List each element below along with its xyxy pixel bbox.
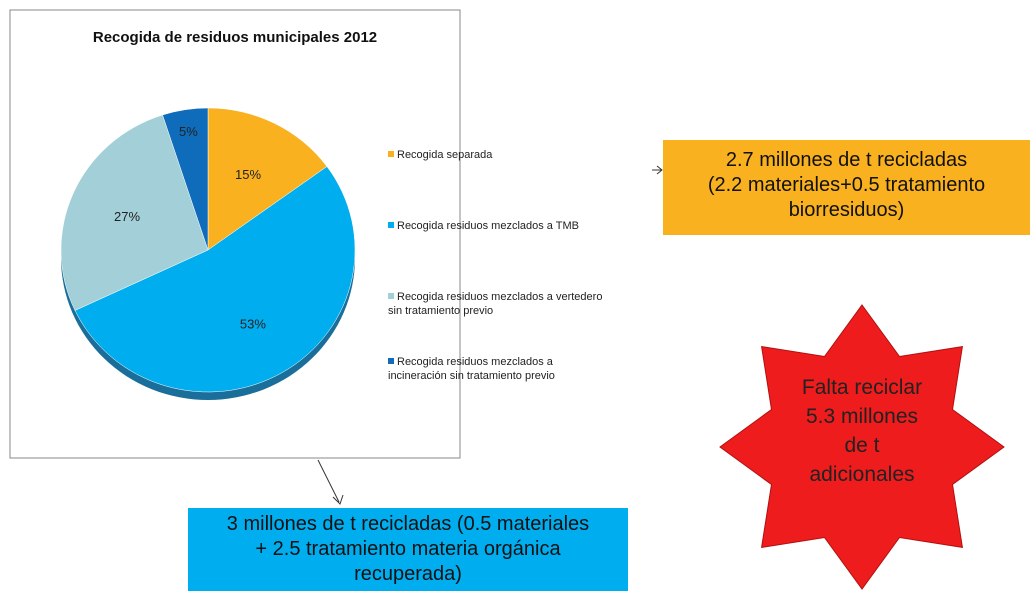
callout-line: 3 millones de t recicladas (0.5 material…: [226, 513, 590, 535]
legend-entry: Recogida residuos mezclados a incineraci…: [388, 355, 603, 383]
arrow-head: [332, 494, 344, 505]
callout-line: biorresiduos): [788, 199, 905, 221]
pie-slice: [162, 107, 209, 251]
callout-line: de t: [844, 434, 880, 457]
legend-swatch: [388, 358, 394, 364]
arrow-head: [656, 165, 663, 175]
callout-line: (2.2 materiales+0.5 tratamiento: [707, 174, 986, 196]
callout-line: + 2.5 tratamiento materia orgánica: [255, 538, 561, 560]
pie-slice: [74, 166, 356, 393]
legend-label: Recogida residuos mezclados a incineraci…: [388, 356, 555, 382]
callout-line: recuperada): [354, 563, 462, 585]
data-label: 53%: [240, 316, 266, 331]
legend-swatch: [388, 293, 394, 299]
chart-title: Recogida de residuos municipales 2012: [93, 29, 377, 46]
pie-slice: [207, 107, 328, 251]
arrow: [317, 459, 340, 503]
legend-label: Recogida residuos mezclados a vertedero …: [388, 291, 603, 317]
legend-swatch: [388, 151, 394, 157]
callout-line: adicionales: [809, 463, 915, 486]
data-label: 27%: [114, 209, 140, 224]
legend-entry: Recogida residuos mezclados a vertedero …: [388, 290, 603, 318]
data-label: 15%: [235, 167, 261, 182]
legend-label: Recogida separada: [397, 149, 493, 161]
callout-line: 2.7 millones de t recicladas: [725, 149, 968, 171]
callout-box: 3 millones de t recicladas (0.5 material…: [188, 508, 628, 591]
legend-swatch: [388, 222, 394, 228]
data-label: 5%: [179, 124, 198, 139]
pie-slice: [60, 114, 209, 311]
legend-entry: Recogida residuos mezclados a TMB: [388, 219, 603, 233]
legend-entry: Recogida separada: [388, 148, 603, 162]
callout-text: Falta reciclar 5.3 millones de t adicionale…: [752, 373, 972, 489]
callout-box: 2.7 millones de t recicladas (2.2 materia…: [663, 140, 1030, 235]
callout-line: Falta reciclar: [801, 376, 923, 399]
star-shape: [719, 304, 1005, 590]
legend-label: Recogida residuos mezclados a TMB: [397, 220, 579, 232]
callout-line: 5.3 millones: [805, 405, 919, 428]
